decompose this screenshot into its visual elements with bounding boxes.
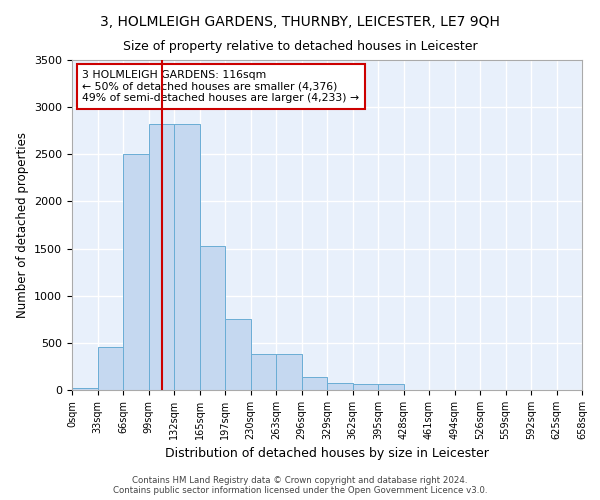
X-axis label: Distribution of detached houses by size in Leicester: Distribution of detached houses by size … (165, 448, 489, 460)
Bar (123, 154, 149, 390)
Text: 3 HOLMLEIGH GARDENS: 116sqm
← 50% of detached houses are smaller (4,376)
49% of : 3 HOLMLEIGH GARDENS: 116sqm ← 50% of det… (82, 70, 359, 103)
Bar (97, 346, 123, 390)
Bar (378, 384, 404, 390)
Bar (225, 320, 251, 390)
Text: Size of property relative to detached houses in Leicester: Size of property relative to detached ho… (122, 40, 478, 53)
Bar (251, 354, 276, 390)
Bar (199, 246, 225, 390)
Bar (174, 124, 199, 390)
Y-axis label: Number of detached properties: Number of detached properties (16, 132, 29, 318)
Text: Contains HM Land Registry data © Crown copyright and database right 2024.
Contai: Contains HM Land Registry data © Crown c… (113, 476, 487, 495)
Bar (276, 354, 302, 390)
Text: 3, HOLMLEIGH GARDENS, THURNBY, LEICESTER, LE7 9QH: 3, HOLMLEIGH GARDENS, THURNBY, LEICESTER… (100, 15, 500, 29)
Bar (327, 383, 353, 390)
Bar (302, 377, 327, 390)
Bar (72, 388, 97, 390)
Bar (149, 124, 174, 390)
Bar (353, 384, 378, 390)
